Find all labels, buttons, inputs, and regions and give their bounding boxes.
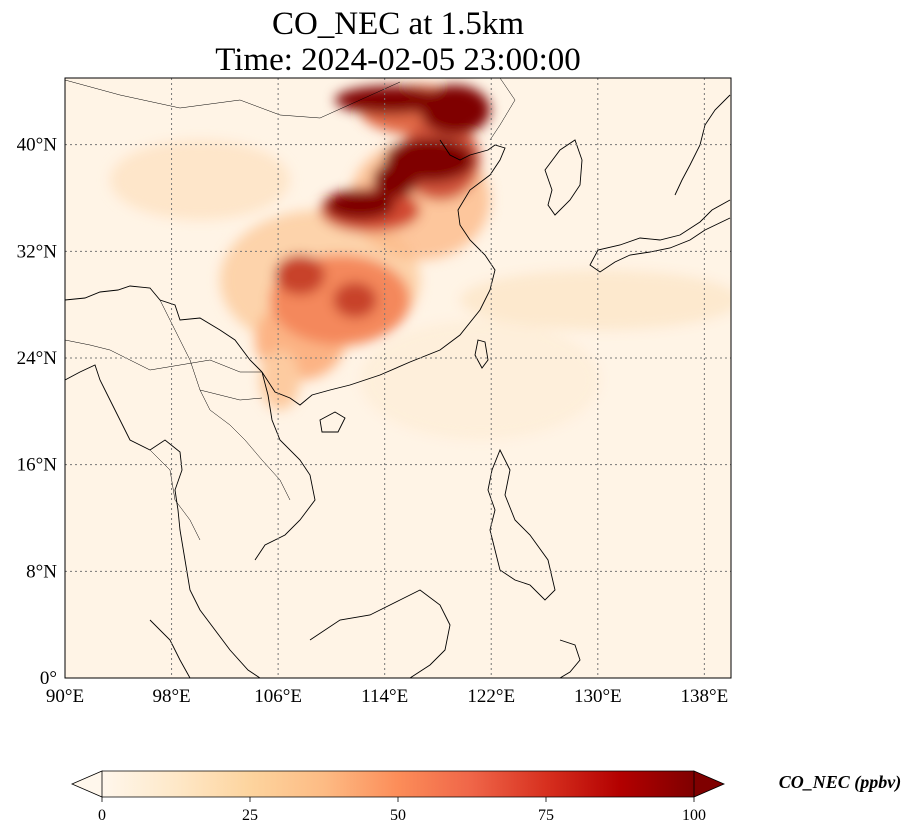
lon-tick-label: 90°E <box>46 686 84 707</box>
colorbar-extend-min <box>70 770 103 798</box>
colorbar-body <box>102 771 694 797</box>
colorbar-tick-label: 25 <box>242 807 258 824</box>
colorbar-tick-label: 100 <box>682 807 706 824</box>
colorbar-label: CO_NEC (ppbv) <box>779 772 902 793</box>
map-panel <box>64 77 732 679</box>
country-borders <box>65 78 516 541</box>
map-frame <box>64 77 732 679</box>
colorbar-tick-label: 50 <box>390 807 406 824</box>
colorbar-extend-max <box>693 770 726 798</box>
map-title-line1: CO_NEC at 1.5km <box>271 6 525 42</box>
colorbar-tick-label: 0 <box>98 807 106 824</box>
lon-tick-label: 114°E <box>361 686 408 707</box>
map-title-line2: Time: 2024-02-05 23:00:00 <box>215 42 581 78</box>
lat-tick-label: 24°N <box>17 348 58 369</box>
lon-tick-label: 98°E <box>152 686 190 707</box>
colorbar: 0 25 50 75 100 CO_NEC (ppbv) <box>70 770 902 824</box>
concentration-field <box>110 85 731 440</box>
lon-tick-label: 106°E <box>254 686 302 707</box>
latitude-tick-labels: 0° 8°N 16°N 24°N 32°N 40°N <box>17 135 58 689</box>
lat-tick-label: 0° <box>40 668 57 689</box>
lat-tick-label: 40°N <box>17 135 58 156</box>
colorbar-tick-label: 75 <box>538 807 554 824</box>
longitude-tick-labels: 90°E 98°E 106°E 114°E 122°E 130°E 138°E <box>46 686 728 707</box>
lon-tick-label: 138°E <box>681 686 729 707</box>
colorbar-ticks: 0 25 50 75 100 <box>98 797 706 824</box>
lat-tick-label: 8°N <box>26 561 57 582</box>
lat-tick-label: 32°N <box>17 241 58 262</box>
gridlines <box>65 78 731 678</box>
lon-tick-label: 122°E <box>467 686 515 707</box>
lat-tick-label: 16°N <box>17 455 58 476</box>
lon-tick-label: 130°E <box>574 686 622 707</box>
